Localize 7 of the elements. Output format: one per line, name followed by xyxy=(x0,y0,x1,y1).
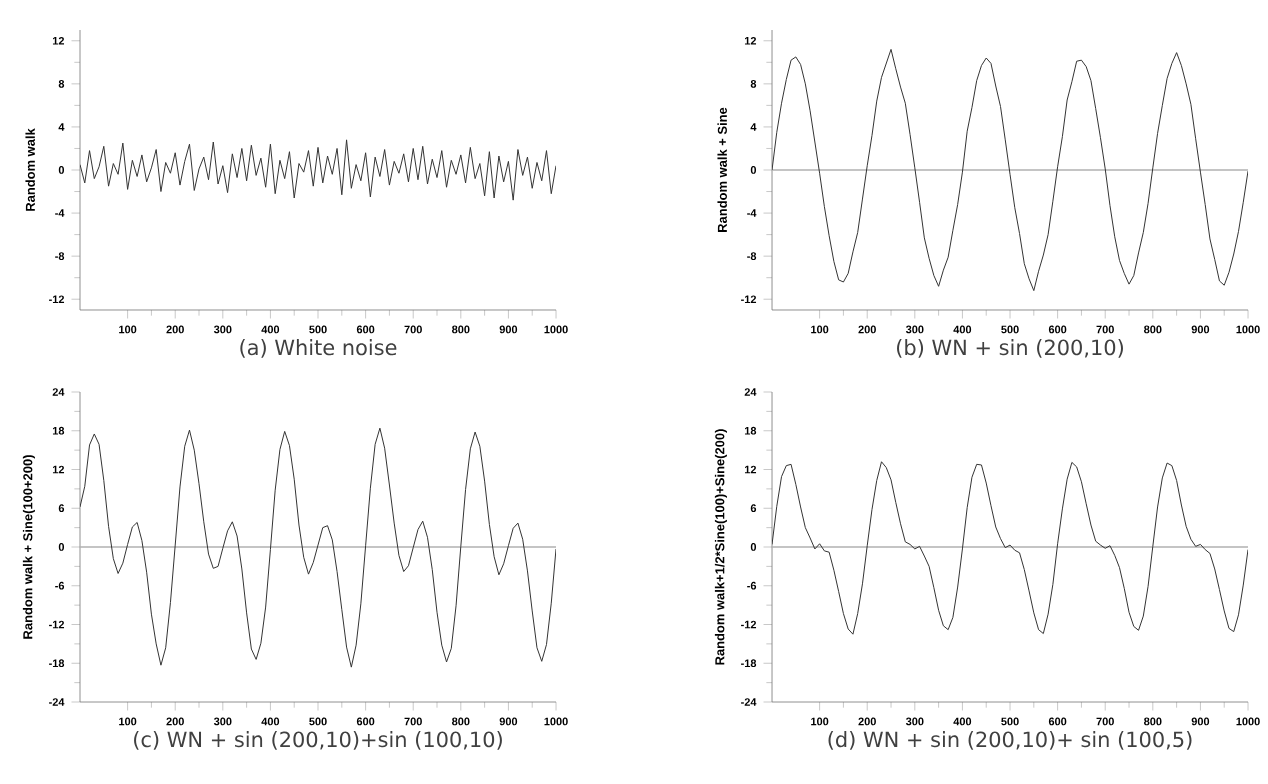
text: (c) WN + sin (200,10)+sin (100,10) xyxy=(134,731,502,750)
line-series xyxy=(80,427,557,668)
text: (a) White noise xyxy=(240,339,397,358)
line-series xyxy=(80,139,557,201)
text: (d) WN + sin (200,10)+ sin (100,5) xyxy=(828,731,1192,750)
text: (b) WN + sin (200,10) xyxy=(897,339,1123,358)
line-series xyxy=(772,461,1249,635)
